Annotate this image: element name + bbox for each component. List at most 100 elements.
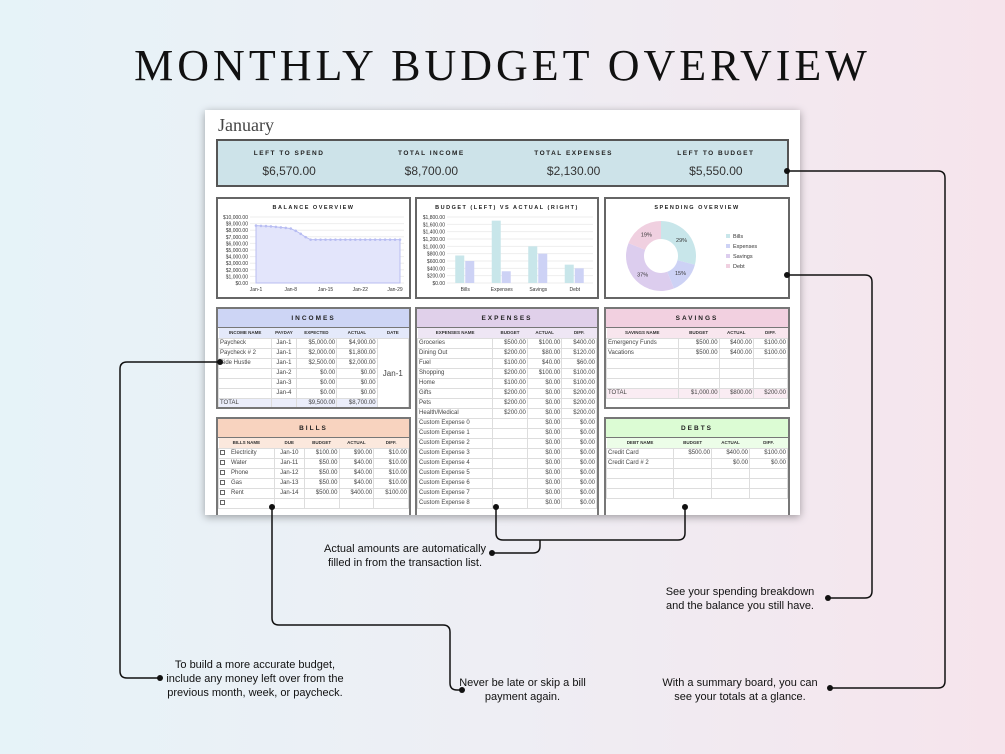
- summary-left-to-spend: LEFT TO SPEND $6,570.00: [218, 141, 360, 185]
- balance-chart-svg: $10,000.00$9,000.00$8,000.00$7,000.00$6,…: [223, 215, 404, 293]
- table-row: Custom Expense 2 $0.00 $0.00: [417, 437, 597, 449]
- total-cell: $200.00: [752, 387, 788, 399]
- column-header: EXPECTED: [304, 330, 329, 336]
- summary-value: $5,550.00: [689, 164, 743, 178]
- x-tick-label: Savings: [529, 287, 547, 293]
- table-row: Emergency Funds $500.00 $400.00 $100.00: [606, 337, 788, 349]
- y-tick-label: $1,600.00: [423, 222, 445, 228]
- chart-title: SPENDING OVERVIEW: [654, 205, 740, 211]
- balance-point: [329, 238, 332, 241]
- y-tick-label: $1,000.00: [423, 244, 445, 250]
- y-tick-label: $400.00: [427, 266, 445, 272]
- x-tick-label: Debt: [569, 287, 580, 293]
- note-summary-board: With a summary board, you can see your to…: [640, 676, 840, 704]
- y-tick-label: $600.00: [427, 259, 445, 265]
- column-header: ACTUAL: [347, 330, 367, 336]
- legend-label: Expenses: [733, 244, 757, 250]
- y-tick-label: $1,400.00: [423, 230, 445, 236]
- column-header: INCOME NAME: [228, 330, 262, 336]
- y-tick-label: $4,000.00: [226, 255, 248, 261]
- balance-point: [324, 238, 327, 241]
- table-header: INCOMES: [218, 309, 409, 328]
- table-header: EXPENSES: [417, 309, 597, 328]
- cell-text: Electricity: [231, 450, 257, 457]
- summary-label: LEFT TO SPEND: [253, 150, 325, 157]
- balance-point: [299, 232, 302, 236]
- balance-point: [378, 238, 382, 241]
- table-row: Dining Out $200.00 $80.00 $120.00: [417, 347, 597, 359]
- connector-dot: [459, 687, 465, 693]
- balance-point: [383, 238, 387, 241]
- column-header: DIFF.: [385, 440, 397, 446]
- balance-point: [304, 235, 307, 239]
- column-header: BUDGET: [500, 330, 520, 336]
- bar-chart-svg: $1,800.00$1,600.00 $1,400.00$1,200.00$1,0…: [423, 215, 593, 293]
- summary-left-to-budget: LEFT TO BUDGET $5,550.00: [645, 141, 787, 185]
- connector-dot: [217, 359, 223, 365]
- table-cell: [373, 497, 409, 509]
- summary-value: $2,130.00: [546, 164, 601, 178]
- table-grid: INCOME NAME PAYDAY EXPECTED ACTUAL DATE Paych…: [218, 328, 409, 407]
- balance-point: [393, 238, 397, 241]
- checkbox[interactable]: [220, 499, 225, 505]
- note-line: filled in from the transaction list.: [327, 557, 483, 569]
- balance-point: [289, 227, 293, 230]
- slice-expenses: [667, 260, 695, 289]
- checkbox[interactable]: [220, 459, 225, 465]
- chart-title: BALANCE OVERVIEW: [272, 205, 355, 211]
- checkbox[interactable]: [220, 489, 225, 495]
- checkbox[interactable]: [220, 449, 225, 455]
- balance-point: [254, 224, 258, 227]
- slice-label: 37%: [637, 272, 648, 278]
- note-line: To build a more accurate budget,: [174, 659, 336, 671]
- column-header: DATE: [386, 330, 399, 336]
- connector-dot: [827, 685, 833, 691]
- connector-line: [271, 507, 462, 691]
- connector-dot: [784, 168, 790, 174]
- checkbox[interactable]: [220, 479, 225, 485]
- header-row: SAVINGS NAME BUDGET ACTUAL DIFF.: [606, 328, 788, 338]
- slice-savings: [626, 243, 674, 291]
- balance-point: [259, 224, 263, 228]
- legend-swatch: [726, 244, 730, 248]
- table-row: Rent Jan-14 $500.00 $400.00 $100.00: [218, 487, 409, 499]
- balance-point: [363, 238, 367, 241]
- table-grid: DEBT NAME BUDGET ACTUAL DIFF. Credit Card $50…: [606, 438, 788, 499]
- table-header: SAVINGS: [606, 309, 788, 328]
- column-header: BUDGET: [683, 440, 703, 446]
- budget-sheet: January LEFT TO SPEND $6,570.00 TOTAL INC…: [205, 110, 800, 515]
- table-grid: BILLS NAME DUE BUDGET ACTUAL DIFF. Electricit…: [218, 438, 409, 509]
- savings-table: SAVINGS SAVINGS NAME BUDGET ACTUAL DIFF. Emer…: [604, 307, 790, 409]
- balance-point: [264, 224, 268, 228]
- table-row: [606, 487, 788, 499]
- connector-dot: [269, 504, 275, 510]
- summary-value: $8,700.00: [404, 164, 459, 178]
- budget-vs-actual-chart: BUDGET (LEFT) VS ACTUAL (RIGHT) $1,800.0…: [415, 197, 599, 299]
- y-tick-label: $10,000.00: [223, 215, 248, 221]
- x-tick-label: Jan-8: [285, 287, 298, 293]
- note-leftover-money: To build a more accurate budget, include …: [155, 658, 355, 700]
- bills-table: BILLS BILLS NAME DUE BUDGET ACTUAL DIFF. Elect…: [216, 417, 411, 515]
- summary-value: $6,570.00: [262, 164, 316, 178]
- balance-point: [398, 238, 402, 241]
- bar-actual: [465, 261, 475, 283]
- balance-point: [358, 238, 362, 241]
- y-tick-label: $200.00: [427, 274, 445, 280]
- column-header: ACTUAL: [721, 440, 740, 446]
- column-header: ACTUAL: [347, 440, 366, 446]
- table-row: Electricity Jan-10 $100.00 $90.00 $10.00: [218, 447, 409, 459]
- x-tick-label: Bills: [461, 287, 471, 293]
- summary-label: TOTAL INCOME: [398, 150, 465, 157]
- total-cell: TOTAL: [218, 397, 273, 407]
- note-actual-amounts: Actual amounts are automatically filled i…: [300, 542, 510, 570]
- table-cell: [273, 497, 305, 509]
- checkbox[interactable]: [220, 469, 225, 475]
- balance-point: [309, 238, 312, 241]
- column-header: DIFF.: [763, 440, 774, 446]
- header-row: DEBT NAME BUDGET ACTUAL DIFF.: [606, 438, 788, 448]
- cell-text: Gas: [231, 480, 243, 487]
- bar-budget: [491, 220, 501, 283]
- y-tick-label: $1,800.00: [423, 215, 445, 221]
- legend-swatch: [726, 264, 730, 268]
- page-title: MONTHLY BUDGET OVERVIEW: [134, 41, 871, 90]
